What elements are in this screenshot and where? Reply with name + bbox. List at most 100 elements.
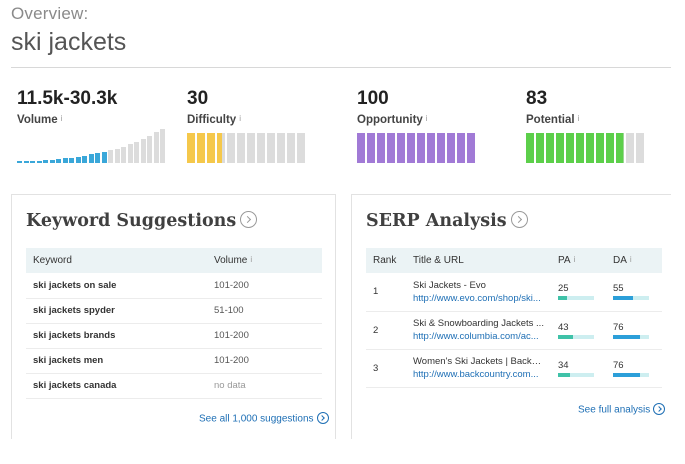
keyword-cell[interactable]: ski jackets on sale	[26, 273, 207, 299]
volume-bar	[56, 159, 61, 163]
metric-potential: 83 Potential i	[526, 88, 685, 126]
volume-bar-chart	[17, 129, 167, 163]
meter-segment	[237, 133, 245, 163]
info-icon[interactable]: i	[573, 255, 576, 264]
chevron-right-circle-icon[interactable]	[240, 211, 258, 228]
opportunity-meter	[357, 133, 477, 163]
result-url-link[interactable]: http://www.backcountry.com...	[413, 369, 539, 380]
chevron-right-circle-icon	[316, 412, 329, 424]
keyword-cell[interactable]: ski jackets spyder	[26, 298, 207, 324]
da-cell: 76	[606, 311, 662, 350]
metric-difficulty-value: 30	[187, 88, 209, 109]
keyword-title: ski jackets	[11, 28, 127, 56]
meter-segment	[586, 133, 594, 163]
result-url-link[interactable]: http://www.columbia.com/ac...	[413, 331, 539, 342]
table-row[interactable]: ski jackets brands 101-200	[26, 323, 322, 349]
column-header-volume: Volume i	[207, 248, 322, 273]
difficulty-meter	[187, 133, 307, 163]
meter-segment	[357, 133, 365, 163]
volume-bar	[36, 161, 42, 163]
serp-analysis-title[interactable]: SERP Analysis	[366, 211, 528, 231]
da-bar	[613, 296, 649, 301]
meter-segment	[207, 133, 215, 163]
rank-cell: 3	[366, 349, 406, 388]
info-icon[interactable]: i	[425, 114, 428, 123]
meter-segment	[526, 133, 534, 163]
da-cell: 76	[606, 349, 662, 388]
title-url-cell: Ski & Snowboarding Jackets ... http://www…	[406, 311, 551, 350]
pa-bar-fill	[558, 296, 567, 301]
header-divider	[11, 67, 671, 68]
volume-bar	[95, 153, 100, 163]
info-icon[interactable]: i	[60, 114, 63, 123]
table-row[interactable]: ski jackets men 101-200	[26, 348, 322, 374]
metric-volume-label: Volume	[17, 114, 58, 126]
meter-segment	[377, 133, 385, 163]
info-icon[interactable]: i	[629, 255, 632, 264]
metric-potential-label: Potential	[526, 114, 575, 126]
meter-segment	[197, 133, 205, 163]
volume-bar	[140, 139, 146, 163]
keyword-suggestions-title[interactable]: Keyword Suggestions	[26, 211, 258, 231]
volume-bar	[69, 158, 74, 163]
table-row: 1 Ski Jackets - Evo http://www.evo.com/sho…	[366, 273, 662, 312]
meter-segment	[427, 133, 435, 163]
meter-segment	[287, 133, 295, 163]
meter-segment	[536, 133, 544, 163]
table-row[interactable]: ski jackets on sale 101-200	[26, 273, 322, 299]
da-bar	[613, 334, 649, 339]
pa-bar	[558, 334, 594, 339]
pa-bar	[558, 372, 594, 377]
pa-value: 43	[558, 321, 569, 333]
info-icon[interactable]: i	[577, 114, 580, 123]
pa-cell: 34	[551, 349, 606, 388]
meter-segment	[187, 133, 195, 163]
see-full-analysis-link[interactable]: See full analysis	[578, 403, 666, 416]
see-all-suggestions-link[interactable]: See all 1,000 suggestions	[199, 412, 329, 425]
meter-segment	[616, 133, 624, 163]
info-icon[interactable]: i	[239, 114, 241, 123]
result-title: Ski & Snowboarding Jackets ...	[413, 318, 544, 329]
keyword-cell[interactable]: ski jackets canada	[26, 373, 207, 399]
table-row[interactable]: ski jackets canada no data	[26, 373, 322, 399]
volume-bar	[147, 136, 152, 163]
volume-bar	[101, 152, 107, 163]
da-bar	[613, 372, 649, 377]
volume-cell: 51-100	[207, 298, 322, 324]
column-header-pa: PA i	[551, 248, 606, 273]
keyword-cell[interactable]: ski jackets men	[26, 348, 207, 374]
da-value: 76	[613, 321, 624, 333]
meter-segment	[467, 133, 475, 163]
rank-cell: 1	[366, 273, 406, 312]
da-value: 76	[613, 359, 624, 371]
potential-meter	[526, 133, 646, 163]
title-url-cell: Women's Ski Jackets | Backco... http://ww…	[406, 349, 551, 388]
da-bar-fill	[613, 372, 641, 377]
overview-label: Overview:	[11, 4, 89, 23]
meter-segment	[227, 133, 235, 163]
volume-bar	[114, 149, 120, 163]
meter-segment	[546, 133, 554, 163]
meter-segment	[387, 133, 395, 163]
volume-bar	[49, 160, 55, 163]
chevron-right-circle-icon[interactable]	[510, 211, 528, 228]
meter-segment	[556, 133, 564, 163]
metric-difficulty: 30 Difficulty i	[187, 88, 347, 126]
keyword-cell[interactable]: ski jackets brands	[26, 323, 207, 349]
meter-segment	[566, 133, 574, 163]
da-cell: 55	[606, 273, 662, 312]
pa-value: 25	[558, 283, 569, 295]
volume-bar	[127, 144, 133, 163]
info-icon[interactable]: i	[250, 255, 253, 264]
volume-bar	[43, 160, 48, 163]
metric-opportunity: 100 Opportunity i	[357, 88, 517, 126]
da-bar-fill	[613, 334, 641, 339]
pa-value: 34	[558, 359, 569, 371]
pa-cell: 43	[551, 311, 606, 350]
keyword-suggestions-table: Keyword Volume i ski jackets on sale 101-2…	[26, 248, 322, 399]
table-row[interactable]: ski jackets spyder 51-100	[26, 298, 322, 324]
result-url-link[interactable]: http://www.evo.com/shop/ski...	[413, 292, 541, 304]
volume-bar	[88, 154, 94, 163]
metric-difficulty-label: Difficulty	[187, 114, 237, 126]
volume-bar	[75, 157, 81, 163]
